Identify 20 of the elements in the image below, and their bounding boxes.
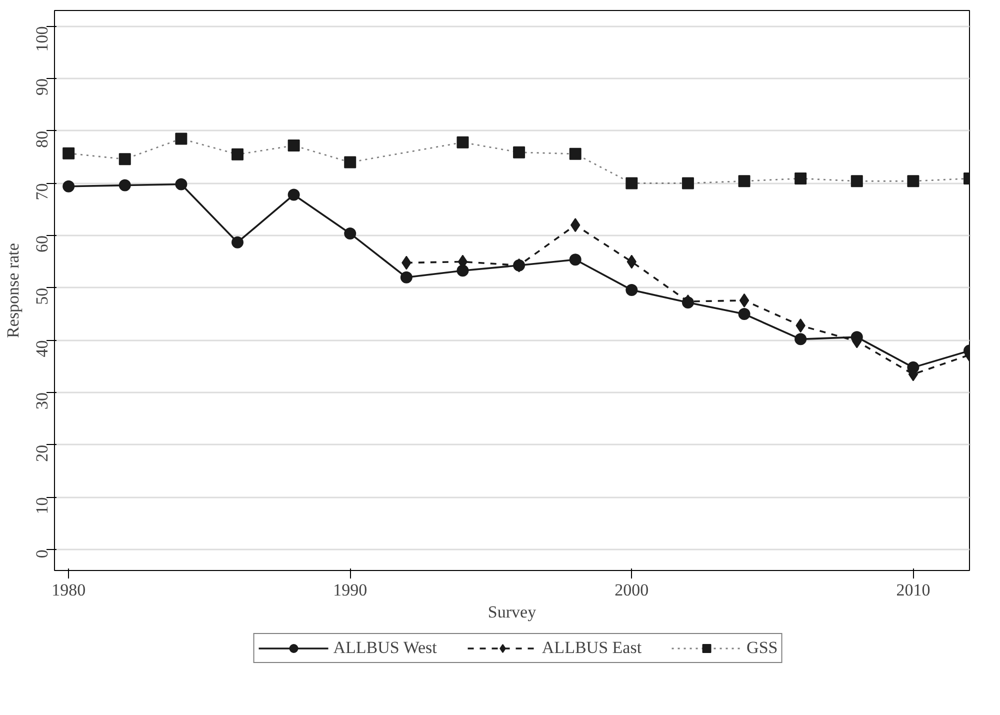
y-tick-label: 0 xyxy=(32,550,52,558)
y-tick-label: 80 xyxy=(32,130,52,148)
x-tick-label: 2000 xyxy=(614,580,649,600)
y-tick-label: 30 xyxy=(32,392,52,410)
y-tick-label: 10 xyxy=(32,497,52,514)
y-axis-title: Response rate xyxy=(4,243,22,338)
legend-label: ALLBUS West xyxy=(333,638,437,658)
y-tick-label: 50 xyxy=(32,288,52,305)
x-axis-title: Survey xyxy=(488,602,537,622)
y-tick-label: 70 xyxy=(32,183,52,200)
legend-label: ALLBUS East xyxy=(542,638,642,658)
y-tick-label: 60 xyxy=(32,236,52,253)
y-tick-label: 20 xyxy=(32,444,52,462)
y-tick-label: 40 xyxy=(32,340,52,358)
y-tick-label: 90 xyxy=(32,78,52,96)
x-tick-label: 1980 xyxy=(52,580,86,600)
x-tick-label: 2010 xyxy=(896,580,930,600)
x-tick-label: 1990 xyxy=(333,580,368,600)
legend-label: GSS xyxy=(746,638,778,658)
y-tick-label: 100 xyxy=(32,26,52,52)
